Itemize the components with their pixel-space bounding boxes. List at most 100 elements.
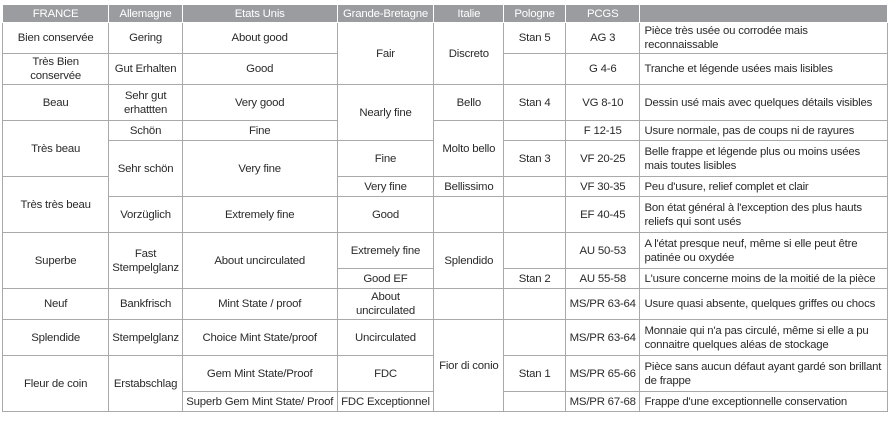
cell-italie: Bellissimo (433, 176, 505, 197)
table-row: Superb Gem Mint State/ Proof FDC Excepti… (3, 391, 888, 412)
col-header-italie: Italie (433, 4, 505, 23)
cell-pologne: Stan 2 (503, 268, 566, 289)
cell-pcgs: AG 3 (564, 22, 641, 54)
cell-france: Beau (1, 84, 110, 121)
cell-pologne: Stan 1 (503, 355, 566, 392)
cell-italie: Molto bello (433, 120, 505, 177)
cell-description: Usure normale, pas de coups ni de rayure… (639, 120, 888, 141)
cell-pologne (503, 53, 566, 85)
cell-pcgs: MS/PR 63-64 (564, 319, 641, 356)
cell-france: Très beau (1, 120, 110, 177)
cell-pcgs: VF 20-25 (564, 140, 641, 177)
cell-pcgs: VF 30-35 (564, 176, 641, 197)
cell-description: Belle frappe et légende plus ou moins us… (639, 140, 888, 177)
cell-etats-unis: Choice Mint State/proof (181, 319, 338, 356)
cell-etats-unis: About good (181, 22, 338, 54)
cell-description: Dessin usé mais avec quelques détails vi… (639, 84, 888, 121)
col-header-pologne: Pologne (503, 4, 566, 23)
cell-grande-bretagne: Very fine (336, 176, 435, 197)
cell-pologne (503, 288, 566, 320)
cell-grande-bretagne: Good (336, 196, 435, 233)
table-row: Neuf Bankfrisch Mint State / proof About… (1, 288, 888, 320)
cell-pologne: Stan 3 (503, 140, 566, 177)
cell-pcgs: MS/PR 65-66 (564, 355, 641, 392)
cell-description: Peu d'usure, relief complet et clair (639, 176, 888, 197)
cell-etats-unis: Extremely fine (181, 196, 338, 233)
cell-france: Très très beau (1, 176, 110, 233)
cell-pologne (503, 232, 566, 269)
cell-grande-bretagne: Fair (336, 22, 435, 85)
col-header-france: FRANCE (1, 4, 110, 23)
cell-description: L'usure concerne moins de la moitié de l… (639, 268, 888, 289)
cell-description: Tranche et légende usées mais lisibles (639, 53, 888, 85)
cell-allemagne: Erstabschlag (108, 355, 183, 412)
cell-allemagne: Sehr schön (108, 140, 183, 197)
cell-pologne: Stan 4 (503, 84, 566, 121)
cell-allemagne: Gering (108, 22, 183, 54)
cell-etats-unis: Mint State / proof (181, 288, 338, 320)
cell-description: Bon état général à l'exception des plus … (639, 196, 888, 233)
cell-italie: Splendido (433, 232, 505, 289)
cell-pcgs: AU 55-58 (564, 268, 641, 289)
cell-pcgs: G 4-6 (564, 53, 641, 85)
cell-france: Fleur de coin (1, 355, 110, 412)
cell-grande-bretagne: Good EF (336, 268, 435, 289)
cell-description: Frappe d'une exceptionnelle conservation (639, 391, 888, 412)
coin-grading-table: FRANCE Allemagne Etats Unis Grande-Breta… (1, 4, 888, 412)
cell-france: Très Bien conservée (1, 53, 110, 85)
table-row: Good EF Stan 2 AU 55-58 L'usure concerne… (3, 268, 888, 289)
col-header-pcgs: PCGS (564, 4, 641, 23)
col-header-etats-unis: Etats Unis (181, 4, 338, 23)
cell-pologne (503, 391, 566, 412)
cell-france: Bien conservée (1, 22, 110, 54)
table-row: Splendide Stempelglanz Choice Mint State… (1, 319, 888, 412)
cell-grande-bretagne: Nearly fine (336, 84, 435, 141)
cell-grande-bretagne: FDC Exceptionnel (336, 391, 435, 412)
cell-grande-bretagne: Fine (336, 140, 435, 177)
cell-pcgs: F 12-15 (564, 120, 641, 141)
cell-etats-unis: Very good (181, 84, 338, 121)
cell-italie: Discreto (433, 22, 505, 85)
cell-description: A l'état presque neuf, même si elle peut… (639, 232, 888, 269)
cell-pologne: Stan 5 (503, 22, 566, 54)
cell-pologne (503, 196, 566, 233)
table-row: Très beau Schön Fine Molto bello F 12-15… (1, 120, 888, 177)
cell-allemagne: Fast Stempelglanz (108, 232, 183, 289)
col-header-allemagne: Allemagne (108, 4, 183, 23)
cell-italie: Bello (433, 84, 505, 121)
cell-allemagne: Schön (108, 120, 183, 141)
cell-etats-unis: Superb Gem Mint State/ Proof (181, 391, 338, 412)
cell-italie: Fior di conio (433, 319, 505, 412)
header-row: FRANCE Allemagne Etats Unis Grande-Breta… (1, 4, 888, 23)
cell-allemagne: Bankfrisch (108, 288, 183, 320)
cell-description: Pièce sans aucun défaut ayant gardé son … (639, 355, 888, 392)
col-header-grande-bretagne: Grande-Bretagne (336, 4, 435, 23)
cell-france: Superbe (1, 232, 110, 289)
cell-france: Neuf (1, 288, 110, 320)
cell-description: Monnaie qui n'a pas circulé, même si ell… (639, 319, 888, 356)
table-row: Fleur de coin Erstabschlag Gem Mint Stat… (1, 355, 888, 412)
cell-description: Pièce très usée ou corrodée mais reconna… (639, 22, 888, 54)
cell-pcgs: VG 8-10 (564, 84, 641, 121)
cell-grande-bretagne: Uncirculated (336, 319, 435, 356)
cell-etats-unis: Very fine (181, 140, 338, 197)
cell-etats-unis: Fine (181, 120, 338, 141)
cell-pcgs: AU 50-53 (564, 232, 641, 269)
table-row: Superbe Fast Stempelglanz About uncircul… (1, 232, 888, 289)
cell-allemagne: Stempelglanz (108, 319, 183, 356)
table-row: Beau Sehr gut erhattten Very good Nearly… (1, 84, 888, 141)
cell-allemagne: Gut Erhalten (108, 53, 183, 85)
cell-pcgs: EF 40-45 (564, 196, 641, 233)
cell-allemagne: Sehr gut erhattten (108, 84, 183, 121)
cell-allemagne: Vorzüglich (108, 196, 183, 233)
cell-france: Splendide (1, 319, 110, 356)
table-row: Vorzüglich Extremely fine Good EF 40-45 … (3, 196, 888, 233)
cell-etats-unis: About uncirculated (181, 232, 338, 289)
cell-description: Usure quasi absente, quelques griffes ou… (639, 288, 888, 320)
cell-grande-bretagne: Extremely fine (336, 232, 435, 269)
cell-pologne (503, 319, 566, 356)
cell-pologne (503, 120, 566, 141)
cell-etats-unis: Good (181, 53, 338, 85)
table-row: Sehr schön Very fine Fine Stan 3 VF 20-2… (3, 140, 888, 197)
col-header-description (639, 4, 888, 23)
